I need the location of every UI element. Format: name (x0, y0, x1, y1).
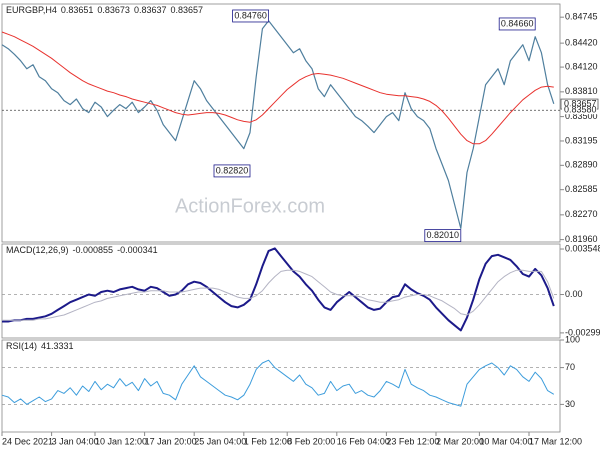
panel-header: RSI(14) 41.3331 (6, 341, 74, 351)
series-line (2, 247, 555, 332)
header-value: 41.3331 (41, 341, 74, 351)
header-value: 0.83637 (134, 5, 167, 15)
panel-frame (1, 243, 561, 339)
panel-header: EURGBP,H4 0.83651 0.83673 0.83637 0.83657 (6, 5, 203, 15)
y-tick-label: 0.82890 (565, 160, 598, 170)
y-tick-label: -0.002992 (565, 327, 600, 337)
y-tick-label: 0.84745 (565, 12, 598, 22)
series-line (1, 31, 554, 145)
series-line (1, 20, 555, 229)
header-value: -0.000855 (73, 245, 114, 255)
y-tick-label: 0.83500 (565, 111, 598, 121)
price-label-bg (562, 106, 597, 115)
x-tick-label: 23 Feb 12:00 (386, 436, 439, 446)
y-tick-label: 0.003548 (565, 243, 600, 253)
series-line (2, 269, 555, 321)
x-tick-label: 3 Jan 04:00 (52, 436, 99, 446)
x-tick-label: 10 Jan 12:00 (95, 436, 147, 446)
x-tick-label: 24 Dec 2021 (2, 436, 53, 446)
y-tick-label: 30 (565, 399, 575, 409)
header-value: 0.83673 (97, 5, 130, 15)
annotation-label: 0.84660 (501, 18, 534, 28)
y-tick-label: 70 (565, 362, 575, 372)
watermark: ActionForex.com (175, 195, 325, 217)
y-tick-label: 0.84420 (565, 38, 598, 48)
annotation-label: 0.82010 (427, 230, 460, 240)
price-label-bg (562, 100, 597, 109)
annotation-label: 0.84760 (234, 10, 267, 20)
x-tick-label: 2 Mar 20:00 (436, 436, 484, 446)
x-tick-label: 10 Mar 04:00 (479, 436, 532, 446)
y-tick-label: 0.00 (565, 289, 583, 299)
panel-frame (1, 339, 561, 433)
y-tick-label: 0.83810 (565, 86, 598, 96)
annotation-box (424, 229, 462, 243)
y-tick-label: 0.82585 (565, 184, 598, 194)
x-tick-label: 17 Jan 20:00 (145, 436, 197, 446)
header-value: 0.83651 (61, 5, 94, 15)
price-label: 0.83580 (564, 105, 597, 115)
panel-title: RSI(14) (6, 341, 37, 351)
annotation-box (213, 164, 251, 178)
x-tick-label: 16 Feb 04:00 (337, 436, 390, 446)
panel-title: EURGBP,H4 (6, 5, 57, 15)
x-tick-label: 25 Jan 04:00 (194, 436, 246, 446)
y-tick-label: 100 (565, 334, 580, 344)
panel-frame (1, 3, 561, 243)
y-tick-label: 0.83195 (565, 135, 598, 145)
annotation-label: 0.82820 (216, 165, 249, 175)
header-value: -0.000341 (117, 245, 158, 255)
y-tick-label: 0.84120 (565, 61, 598, 71)
annotation-box (232, 9, 270, 23)
x-tick-label: 1 Feb 12:00 (244, 436, 292, 446)
series-line (1, 359, 555, 407)
panel-header: MACD(12,26,9) -0.000855 -0.000341 (6, 245, 158, 255)
annotation-box (498, 17, 536, 31)
y-tick-label: 0.81960 (565, 234, 598, 244)
y-tick-label: 0.82270 (565, 209, 598, 219)
price-label: 0.83657 (564, 98, 597, 108)
header-value: 0.83657 (171, 5, 204, 15)
panel-title: MACD(12,26,9) (6, 245, 69, 255)
x-tick-label: 8 Feb 20:00 (287, 436, 335, 446)
x-tick-label: 17 Mar 12:00 (529, 436, 582, 446)
